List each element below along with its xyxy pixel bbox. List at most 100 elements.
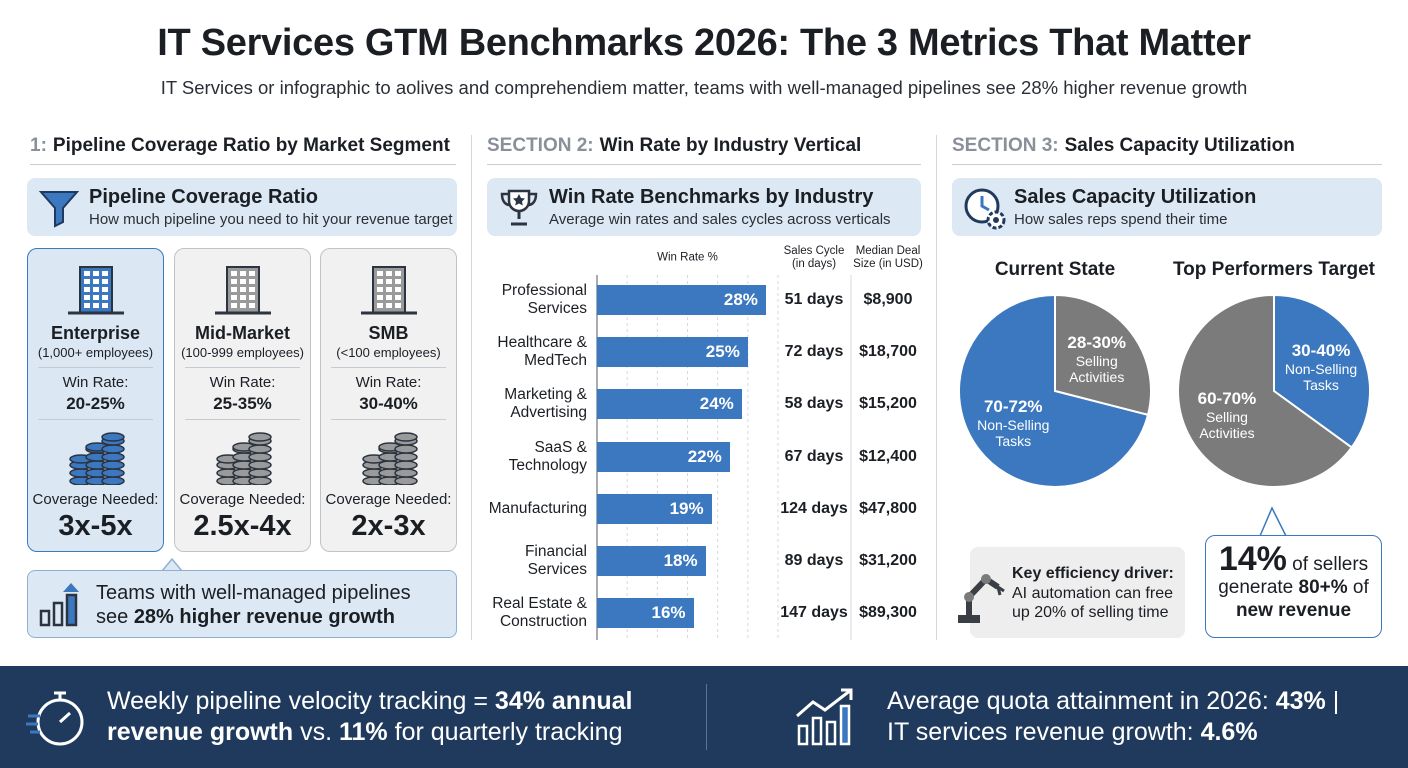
category-label: Financial Services: [524, 543, 587, 578]
text-run: 34% annual revenue growth: [107, 687, 633, 746]
column-value: $15,200: [859, 395, 917, 413]
segment-size: (<100 employees): [336, 345, 441, 360]
pointer: [1259, 506, 1287, 537]
separator: [38, 419, 153, 420]
section-header: SECTION 2: Win Rate by Industry Vertical: [487, 135, 921, 165]
text-run: Average quota attainment in 2026:: [887, 687, 1276, 715]
column-header: Sales Cycle (in days): [783, 245, 845, 270]
coverage-label: Coverage Needed:: [325, 491, 452, 508]
section-prefix: SECTION 3:: [952, 135, 1059, 156]
robot-arm-icon: [958, 574, 1005, 623]
slice-label: 60-70% Selling Activities: [1179, 389, 1275, 441]
bar: [597, 389, 742, 420]
separator: [331, 419, 446, 420]
stack-icon: [69, 432, 125, 485]
footer-stat: Average quota attainment in 2026: 43% | …: [887, 686, 1367, 748]
text-run: 80+%: [1298, 577, 1348, 598]
column-value: $12,400: [859, 447, 917, 465]
bar: [597, 493, 712, 524]
column-value: $31,200: [859, 552, 917, 569]
slice-label: 70-72% Non-Selling Tasks: [965, 397, 1061, 449]
pie-title: Top Performers Target: [1172, 259, 1375, 280]
driver-title: Key efficiency driver:: [1012, 565, 1174, 582]
text-run: 11%: [339, 718, 388, 746]
column-value: $89,300: [859, 604, 917, 622]
category-label: Professional Services: [501, 282, 587, 317]
bar: [597, 598, 694, 629]
info-card: Pipeline Coverage Ratio How much pipelin…: [27, 178, 457, 236]
text-run: 4.6%: [1200, 718, 1258, 746]
footer-stat: Weekly pipeline velocity tracking = 34% …: [107, 686, 667, 748]
info-card: Sales Capacity Utilization How sales rep…: [952, 178, 1382, 236]
category-label: Real Estate & Construction: [492, 595, 587, 631]
column-value: 51 days: [784, 291, 844, 308]
driver-box: Key efficiency driver: AI automation can…: [958, 547, 1185, 638]
divider: [471, 135, 472, 640]
pie-slice: [958, 293, 1150, 488]
coverage: 3x-5x: [58, 510, 133, 542]
segment-name: Enterprise: [50, 323, 141, 343]
slice-label: 30-40% Non-Selling Tasks: [1273, 341, 1369, 393]
text-run: | IT services revenue growth:: [887, 687, 1340, 746]
value-label: 18%: [663, 551, 698, 570]
column-value: 72 days: [784, 343, 844, 361]
separator: [185, 367, 300, 368]
segment-size: (100-999 employees): [181, 345, 304, 360]
separator: [185, 419, 300, 420]
segment-card: Mid-Market (100-999 employees) Win Rate: 25…: [174, 248, 311, 552]
card-subtitle: How sales reps spend their time: [1014, 211, 1228, 228]
driver-text: AI automation can free up 20% of selling…: [1012, 585, 1173, 621]
column-header: Median Deal Size (in USD): [853, 245, 923, 270]
segment-card: SMB (<100 employees) Win Rate: 30-40% Covera…: [320, 248, 457, 552]
slice-name: Non-Selling Tasks: [1284, 361, 1358, 394]
stack-icon: [362, 432, 418, 485]
value-label: 19%: [669, 498, 704, 518]
segment-name: Mid-Market: [194, 323, 290, 343]
bar: [597, 285, 766, 315]
pie-title: Current State: [994, 259, 1116, 280]
divider: [936, 135, 937, 640]
separator: [331, 367, 446, 368]
stopwatch-icon: [26, 691, 84, 746]
bar: [597, 441, 730, 472]
value-label: 25%: [705, 342, 740, 362]
text-run: Teams with well-managed pipelines see: [96, 582, 411, 628]
card-title: Sales Capacity Utilization: [1014, 186, 1257, 208]
win-rate: 20-25%: [66, 394, 125, 413]
win-rate-label: Win Rate:: [355, 374, 422, 391]
x-axis-label: Win Rate %: [657, 251, 718, 264]
building-icon: [68, 266, 124, 315]
slice-label: 28-30% Selling Activities: [1049, 333, 1145, 385]
bar: [597, 546, 706, 576]
value-label: 16%: [651, 603, 686, 623]
segment-name: SMB: [368, 323, 409, 343]
card-title: Win Rate Benchmarks by Industry: [549, 186, 874, 208]
section-header: SECTION 3: Sales Capacity Utilization: [952, 135, 1382, 165]
footer: [0, 666, 1408, 768]
title: IT Services GTM Benchmarks 2026: The 3 M…: [157, 22, 1251, 64]
coverage: 2x-3x: [351, 510, 426, 542]
section-header: 1: Pipeline Coverage Ratio by Market Segm…: [30, 135, 456, 165]
column-value: $8,900: [863, 291, 913, 308]
text-run: new revenue: [1235, 600, 1352, 621]
text-run: for quarterly tracking: [387, 718, 623, 746]
win-rate-label: Win Rate:: [62, 374, 129, 391]
building-icon: [215, 266, 271, 315]
subtitle: IT Services or infographic to aolives an…: [160, 77, 1248, 98]
column-value: 58 days: [784, 395, 844, 413]
column-value: 124 days: [780, 499, 848, 517]
slice-value: 30-40%: [1291, 341, 1351, 361]
slice-name: Selling Activities: [1199, 408, 1255, 441]
category-label: Marketing & Advertising: [504, 386, 587, 422]
funnel-icon: [38, 191, 80, 228]
slice-value: 60-70%: [1197, 388, 1257, 408]
category-label: Healthcare & MedTech: [497, 334, 587, 370]
bar: [597, 337, 748, 368]
value-label: 28%: [723, 290, 758, 309]
card-subtitle: Average win rates and sales cycles acros…: [549, 211, 891, 228]
win-rate: 30-40%: [359, 394, 418, 413]
footer-divider: [706, 684, 707, 750]
category-label: SaaS & Technology: [508, 438, 587, 474]
win-rate-label: Win Rate:: [209, 374, 276, 391]
segment-size: (1,000+ employees): [37, 345, 154, 360]
